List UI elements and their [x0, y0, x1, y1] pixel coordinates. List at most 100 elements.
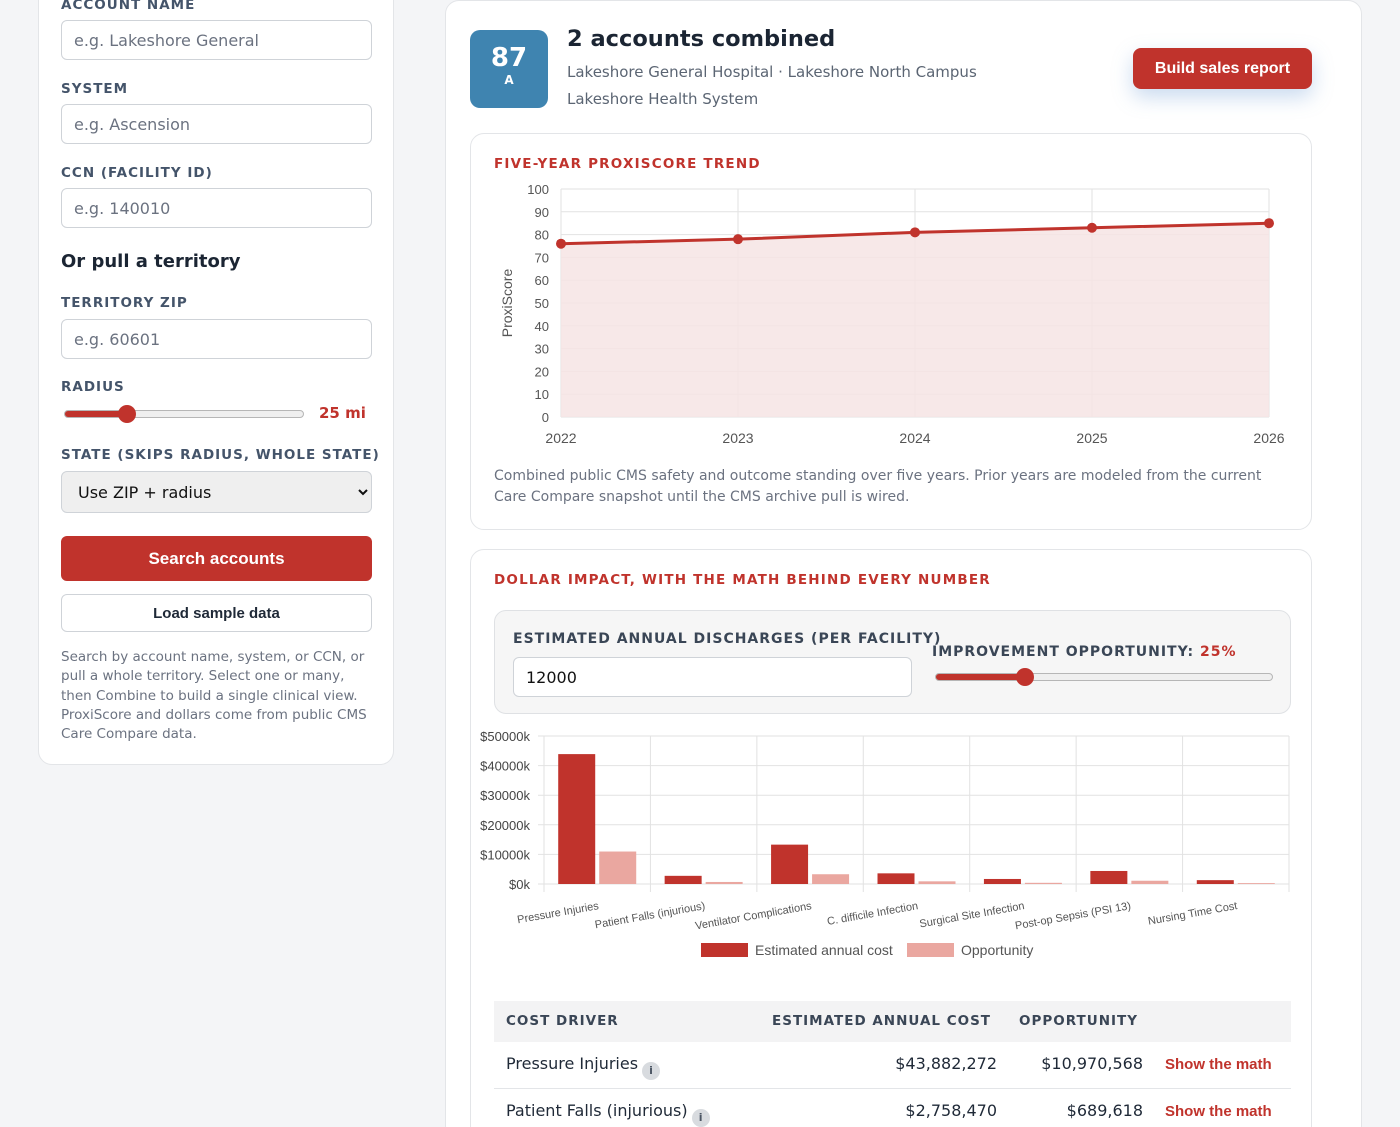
y-tick-label: $50000k — [480, 729, 530, 744]
page-title: 2 accounts combined — [567, 26, 836, 52]
y-tick-label: 100 — [527, 182, 549, 197]
y-tick-label: 80 — [535, 228, 549, 243]
state-label: STATE (SKIPS RADIUS, WHOLE STATE) — [61, 447, 380, 463]
trend-point — [1087, 222, 1097, 233]
table-row: Pressure Injuries i $43,882,272 $10,970,5… — [494, 1042, 1291, 1089]
cost-driver-label: Pressure Injuries — [506, 1054, 639, 1073]
trend-point — [1264, 218, 1274, 229]
x-tick-label: Surgical Site Infection — [919, 900, 1026, 930]
trend-point — [910, 227, 920, 238]
y-tick-label: $30000k — [480, 788, 530, 803]
impact-heading: DOLLAR IMPACT, WITH THE MATH BEHIND EVER… — [494, 572, 991, 588]
x-tick-label: 2025 — [1076, 430, 1107, 446]
discharges-input[interactable] — [513, 657, 912, 697]
search-panel: ACCOUNT NAME SYSTEM CCN (FACILITY ID) Or… — [38, 0, 394, 765]
trend-heading: FIVE-YEAR PROXISCORE TREND — [494, 156, 761, 172]
discharges-label: ESTIMATED ANNUAL DISCHARGES (PER FACILIT… — [513, 631, 942, 647]
cost-driver-label: Patient Falls (injurious) — [506, 1101, 688, 1120]
legend-swatch — [907, 943, 954, 957]
ccn-input[interactable] — [61, 188, 372, 228]
legend-label: Opportunity — [961, 942, 1033, 958]
table-row: Patient Falls (injurious) i $2,758,470 $6… — [494, 1089, 1291, 1127]
bar-opportunity — [1131, 880, 1169, 884]
account-name-label: ACCOUNT NAME — [61, 0, 196, 13]
bar-opportunity — [705, 881, 743, 884]
ccn-label: CCN (FACILITY ID) — [61, 165, 213, 181]
opportunity: $10,970,568 — [1041, 1054, 1143, 1073]
radius-value: 25 mi — [319, 404, 366, 422]
y-tick-label: 90 — [535, 205, 549, 220]
x-tick-label: Nursing Time Cost — [1147, 900, 1238, 928]
x-tick-label: Ventilator Complications — [694, 900, 813, 932]
y-tick-label: $20000k — [480, 818, 530, 833]
system-name: Lakeshore Health System — [567, 90, 759, 108]
y-tick-label: $10000k — [480, 847, 530, 862]
build-sales-report-button[interactable]: Build sales report — [1133, 48, 1312, 89]
annual-cost: $43,882,272 — [895, 1054, 997, 1073]
cost-table-header: COST DRIVER ESTIMATED ANNUAL COST OPPORT… — [494, 1001, 1291, 1042]
radius-label: RADIUS — [61, 379, 125, 395]
y-tick-label: 30 — [535, 342, 549, 357]
y-tick-label: 50 — [535, 296, 549, 311]
info-icon[interactable]: i — [642, 1062, 661, 1080]
y-tick-label: 20 — [535, 364, 549, 379]
proxiscore-grade: A — [504, 73, 514, 87]
radius-slider[interactable] — [64, 410, 304, 418]
x-tick-label: 2022 — [545, 430, 576, 446]
bar-cost — [1090, 870, 1128, 884]
show-math-link[interactable]: Show the math — [1165, 1056, 1272, 1073]
legend-swatch — [701, 943, 748, 957]
account-detail-panel: 87 A 2 accounts combined Lakeshore Gener… — [420, 0, 1382, 1127]
bar-opportunity — [599, 851, 637, 884]
improvement-slider[interactable] — [935, 673, 1273, 681]
improvement-label: IMPROVEMENT OPPORTUNITY: 25% — [932, 644, 1237, 660]
cost-driver-name: Pressure Injuries i — [506, 1054, 661, 1080]
y-tick-label: $0k — [509, 877, 530, 892]
territory-zip-label: TERRITORY ZIP — [61, 295, 188, 311]
x-tick-label: C. difficile Infection — [826, 900, 919, 928]
x-tick-label: Post-op Sepsis (PSI 13) — [1014, 900, 1132, 932]
load-sample-data-button[interactable]: Load sample data — [61, 594, 372, 632]
bar-cost — [1196, 880, 1234, 884]
y-axis-label: ProxiScore — [499, 269, 515, 338]
bar-cost — [558, 754, 596, 884]
impact-chart: $0k $10000k $20000k $30000k $40000k $50000k Pr… — [480, 729, 1290, 958]
opportunity: $689,618 — [1066, 1101, 1143, 1120]
trend-note: Combined public CMS safety and outcome s… — [494, 468, 1262, 505]
trend-area — [561, 223, 1269, 417]
bar-cost — [664, 875, 702, 884]
x-tick-label: Pressure Injuries — [516, 900, 600, 926]
x-tick-label: 2023 — [722, 430, 753, 446]
x-tick-label: Patient Falls (injurious) — [594, 900, 706, 931]
trend-point — [556, 238, 566, 249]
account-name-input[interactable] — [61, 20, 372, 60]
col-cost-driver: COST DRIVER — [506, 1013, 619, 1029]
bar-cost — [983, 878, 1021, 884]
state-select[interactable]: Use ZIP + radius — [61, 471, 372, 513]
trend-point — [733, 234, 743, 245]
territory-zip-input[interactable] — [61, 319, 372, 359]
bar-opportunity — [1237, 883, 1275, 884]
x-tick-label: 2024 — [899, 430, 930, 446]
col-annual-cost: ESTIMATED ANNUAL COST — [772, 1013, 992, 1029]
show-math-link[interactable]: Show the math — [1165, 1103, 1272, 1120]
improvement-value: 25% — [1200, 644, 1237, 660]
legend-label: Estimated annual cost — [755, 942, 893, 958]
bar-opportunity — [1024, 882, 1062, 884]
y-tick-label: 10 — [535, 387, 549, 402]
trend-chart: 0 10 20 30 40 50 60 70 80 90 100 2022 2023 2024 2025 20… — [499, 182, 1285, 446]
facility-names: Lakeshore General Hospital · Lakeshore N… — [567, 63, 977, 81]
x-tick-label: 2026 — [1253, 430, 1284, 446]
bar-cost — [771, 844, 809, 884]
territory-heading: Or pull a territory — [61, 251, 241, 272]
y-tick-label: 40 — [535, 319, 549, 334]
y-tick-label: 70 — [535, 250, 549, 265]
bar-opportunity — [918, 881, 956, 884]
search-accounts-button[interactable]: Search accounts — [61, 536, 372, 581]
proxiscore-badge: 87 A — [470, 30, 548, 108]
y-tick-label: $40000k — [480, 759, 530, 774]
info-icon[interactable]: i — [691, 1109, 710, 1127]
proxiscore-value: 87 — [490, 43, 528, 73]
search-help-text: Search by account name, system, or CCN, … — [61, 649, 367, 743]
system-input[interactable] — [61, 104, 372, 144]
